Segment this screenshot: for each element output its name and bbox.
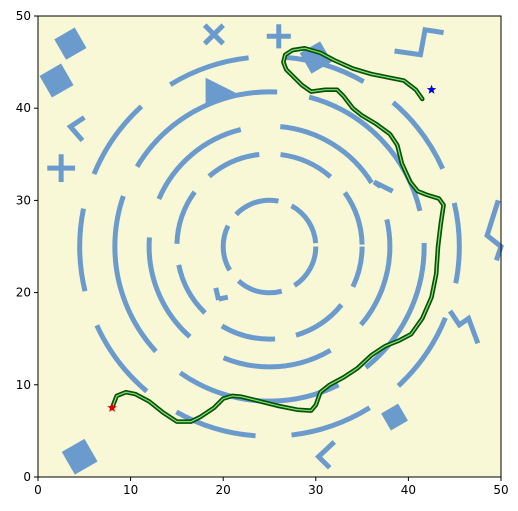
- maze-ring-5: [77, 54, 462, 439]
- goal-marker: [426, 84, 437, 94]
- obstacle-diamond-5: [61, 438, 98, 475]
- plot-frame: [37, 15, 502, 478]
- y-tick-label: 40: [16, 101, 31, 115]
- y-tick-label: 0: [23, 470, 31, 484]
- planned-path-center: [111, 47, 444, 422]
- obstacle-polyline-14: [484, 199, 504, 262]
- marker-layer: [107, 84, 437, 412]
- axis-ticks: 0 10 20 30 40 50 0 10 20 30 40 50: [16, 9, 509, 497]
- x-tick-label: 10: [123, 483, 138, 497]
- obstacle-polyline-13: [394, 27, 444, 58]
- obstacle-diamond-2: [39, 63, 74, 98]
- x-tick-label: 0: [34, 483, 42, 497]
- x-tick-label: 50: [493, 483, 508, 497]
- obstacle-polyline-17: [218, 294, 229, 302]
- y-tick-label: 20: [16, 286, 31, 300]
- x-tick-label: 20: [216, 483, 231, 497]
- y-tick-label: 50: [16, 9, 31, 23]
- x-tick-label: 30: [308, 483, 323, 497]
- obstacle-polyline-15: [447, 309, 481, 345]
- obstacle-plus-8: [266, 24, 291, 49]
- x-tick-label: 40: [401, 483, 416, 497]
- maze-ring-4: [112, 89, 427, 404]
- y-tick-label: 10: [16, 378, 31, 392]
- obstacle-diamond-4: [381, 403, 408, 431]
- start-marker: [107, 402, 117, 412]
- obstacles-layer: [39, 23, 504, 475]
- maze-ring-2: [174, 151, 365, 342]
- obstacle-polyline-16: [213, 287, 222, 301]
- y-tick-label: 30: [16, 193, 31, 207]
- obstacle-triangle-6: [205, 77, 236, 107]
- path-layer: [109, 46, 446, 424]
- obstacle-diamond-1: [54, 27, 87, 60]
- obstacle-chevron-12: [372, 179, 394, 194]
- maze-ring-1: [220, 197, 319, 296]
- obstacle-chevron-10: [66, 115, 86, 143]
- obstacle-chevron-11: [314, 440, 337, 470]
- obstacle-x-7: [202, 23, 225, 46]
- maze-ring-3: [146, 123, 393, 370]
- obstacle-plus-9: [47, 154, 76, 183]
